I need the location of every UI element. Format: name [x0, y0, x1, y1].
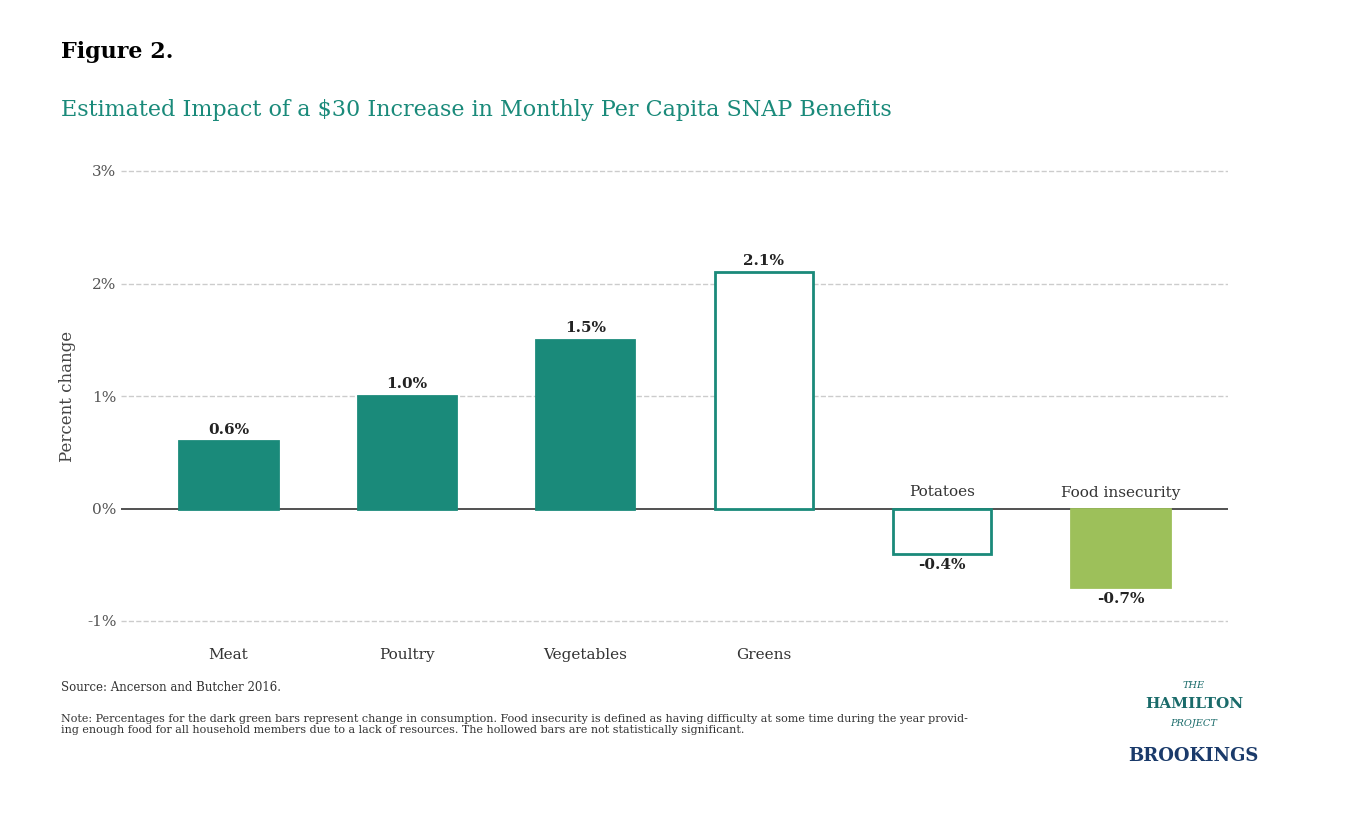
Text: THE: THE	[1183, 681, 1205, 690]
Bar	[357, 396, 456, 508]
Text: Food insecurity: Food insecurity	[1060, 485, 1180, 499]
Text: 0.6%: 0.6%	[208, 422, 250, 436]
Text: -0.4%: -0.4%	[919, 558, 966, 572]
Text: 1.0%: 1.0%	[386, 378, 428, 392]
Bar	[715, 272, 812, 508]
Bar	[179, 441, 278, 508]
Text: Figure 2.: Figure 2.	[61, 41, 173, 64]
Bar	[893, 508, 992, 554]
Text: Estimated Impact of a $30 Increase in Monthly Per Capita SNAP Benefits: Estimated Impact of a $30 Increase in Mo…	[61, 99, 892, 121]
Text: Source: Ancerson and Butcher 2016.: Source: Ancerson and Butcher 2016.	[61, 681, 281, 694]
Text: Potatoes: Potatoes	[909, 485, 975, 499]
Text: Note: Percentages for the dark green bars represent change in consumption. Food : Note: Percentages for the dark green bar…	[61, 714, 967, 735]
Bar	[1071, 508, 1170, 587]
Text: BROOKINGS: BROOKINGS	[1129, 747, 1259, 765]
Text: 2.1%: 2.1%	[743, 254, 784, 268]
Text: 1.5%: 1.5%	[565, 321, 606, 335]
Text: HAMILTON: HAMILTON	[1145, 697, 1242, 711]
Text: -0.7%: -0.7%	[1097, 592, 1144, 606]
Y-axis label: Percent change: Percent change	[59, 331, 76, 461]
Bar	[536, 340, 634, 508]
Text: PROJECT: PROJECT	[1171, 719, 1217, 728]
